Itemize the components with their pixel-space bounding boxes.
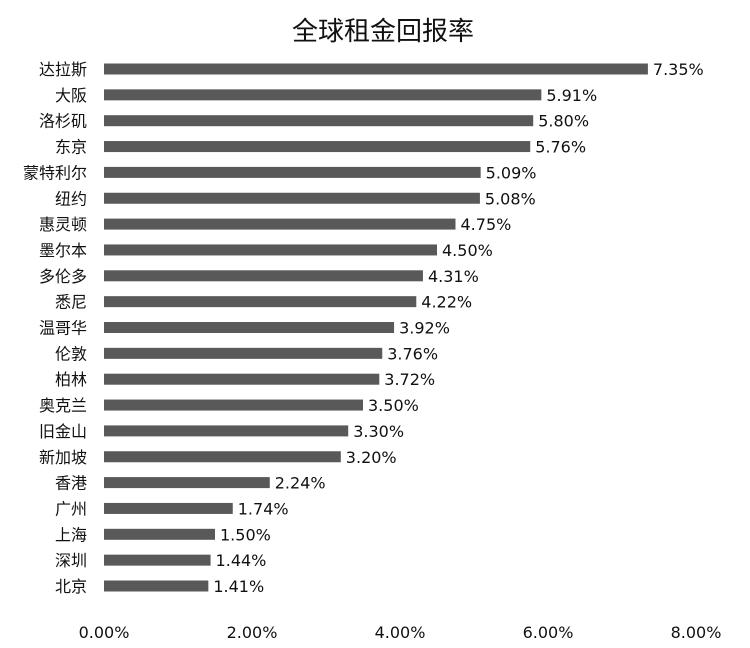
data-label: 1.74% (238, 499, 289, 518)
category-label: 伦敦 (55, 344, 87, 363)
category-label: 蒙特利尔 (23, 163, 87, 182)
bar (104, 425, 349, 437)
bar (104, 296, 417, 308)
category-label: 柏林 (55, 370, 87, 389)
bar (104, 244, 437, 256)
category-label: 达拉斯 (39, 60, 87, 79)
bar (104, 322, 395, 333)
x-tick-label: 0.00% (79, 623, 130, 642)
bar (104, 399, 363, 411)
bar (104, 141, 531, 153)
data-label: 5.80% (538, 112, 589, 131)
bar (104, 218, 456, 230)
bar (104, 528, 215, 540)
category-label: 东京 (55, 138, 87, 157)
category-label: 墨尔本 (39, 241, 87, 260)
bar (104, 347, 383, 359)
data-label: 3.76% (387, 344, 438, 363)
category-label: 新加坡 (39, 448, 87, 467)
x-axis-ticks: 0.00% 2.00% 4.00% 6.00% 8.00% (79, 623, 722, 642)
data-label: 4.22% (421, 293, 472, 312)
data-label: 4.50% (442, 241, 493, 260)
x-tick-label: 2.00% (227, 623, 278, 642)
category-label: 多伦多 (39, 267, 87, 286)
category-label: 上海 (55, 525, 87, 544)
x-tick-label: 8.00% (671, 623, 722, 642)
chart-title: 全球租金回报率 (292, 17, 474, 47)
category-label: 旧金山 (39, 422, 87, 441)
bar (104, 451, 341, 463)
bar (104, 192, 480, 204)
bar (104, 115, 534, 127)
bar (104, 63, 648, 75)
bar-group: 达拉斯 7.35% 大阪 5.91% 洛杉矶 5.80% 东京 5.76% 蒙特利尔 5.09% 纽… (23, 60, 704, 596)
data-label: 5.76% (535, 138, 586, 157)
category-label: 奥克兰 (39, 396, 87, 415)
data-label: 3.72% (384, 370, 435, 389)
x-tick-label: 4.00% (375, 623, 426, 642)
category-label: 温哥华 (39, 319, 87, 338)
data-label: 7.35% (653, 60, 704, 79)
data-label: 3.92% (399, 319, 450, 338)
category-label: 纽约 (55, 189, 87, 208)
bar (104, 554, 211, 566)
category-label: 香港 (55, 474, 87, 493)
data-label: 3.30% (353, 422, 404, 441)
category-label: 悉尼 (55, 293, 87, 312)
data-label: 1.50% (220, 525, 271, 544)
data-label: 1.41% (213, 577, 264, 596)
bar (104, 477, 270, 489)
bar (104, 270, 423, 282)
category-label: 北京 (55, 577, 87, 596)
data-label: 2.24% (275, 474, 326, 493)
bar (104, 580, 209, 592)
data-label: 5.91% (546, 86, 597, 105)
category-label: 大阪 (55, 86, 87, 105)
data-label: 3.20% (346, 448, 397, 467)
bar (104, 502, 233, 514)
category-label: 广州 (55, 499, 87, 518)
bar (104, 166, 481, 178)
bar (104, 373, 380, 385)
data-label: 5.09% (486, 163, 537, 182)
category-label: 深圳 (55, 551, 87, 570)
category-label: 洛杉矶 (39, 112, 87, 131)
data-label: 5.08% (485, 189, 536, 208)
x-tick-label: 6.00% (523, 623, 574, 642)
data-label: 3.50% (368, 396, 419, 415)
bar (104, 89, 542, 101)
data-label: 1.44% (216, 551, 267, 570)
data-label: 4.75% (461, 215, 512, 234)
category-label: 惠灵顿 (39, 215, 87, 234)
data-label: 4.31% (428, 267, 479, 286)
